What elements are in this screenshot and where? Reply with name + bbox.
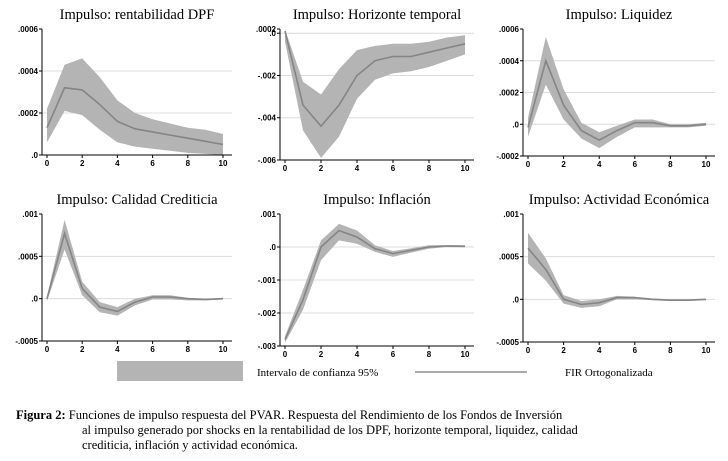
y-tick-label: -.0005 [15, 337, 38, 346]
x-tick-label: 10 [461, 164, 470, 173]
y-tick-label: .0 [512, 120, 519, 129]
x-tick-label: 10 [702, 346, 711, 355]
x-tick-label: 4 [597, 160, 602, 169]
y-tick-label: .001 [503, 210, 519, 219]
caption-text-1: Funciones de impulso respuesta del PVAR.… [68, 408, 563, 422]
x-tick-label: 8 [427, 350, 432, 359]
confidence-band [285, 29, 465, 158]
y-tick-label: .0 [269, 29, 276, 38]
x-tick-label: 2 [80, 345, 85, 354]
irf-line [527, 58, 707, 142]
confidence-band [528, 232, 706, 308]
y-tick-label: -.006 [258, 156, 277, 165]
x-tick-label: 8 [186, 345, 191, 354]
y-tick-label: .0 [269, 243, 276, 252]
irf-figure: Impulso: rentabilidad DPF.0.0002.0004.00… [15, 7, 715, 381]
x-tick-label: 2 [80, 159, 85, 168]
y-tick-label: .001 [22, 210, 38, 219]
panel-title: Impulso: Calidad Crediticia [56, 192, 218, 208]
x-tick-label: 0 [526, 160, 531, 169]
x-tick-label: 10 [219, 159, 228, 168]
y-tick-label: .0005 [499, 253, 520, 262]
x-tick-label: 0 [526, 346, 531, 355]
y-tick-label: -.002 [258, 309, 277, 318]
x-tick-label: 4 [597, 346, 602, 355]
x-tick-label: 10 [219, 345, 228, 354]
caption-line-2: al impulso generado por shocks en la ren… [82, 423, 578, 437]
irf-panel-1: Impulso: rentabilidad DPF .0 .0002 .0004 .00… [18, 7, 232, 168]
irf-line [284, 30, 466, 128]
legend-line-label: FIR Ortogonalizada [565, 367, 653, 379]
y-tick-label: .001 [260, 210, 276, 219]
x-tick-label: 0 [45, 345, 50, 354]
irf-panel-4: Impulso: Calidad Crediticia -.0005 .0 .0005… [15, 192, 232, 354]
confidence-band [528, 36, 706, 149]
x-tick-label: 8 [668, 346, 673, 355]
figure-caption: Figura 2: Funciones de impulso respuesta… [16, 408, 716, 453]
x-tick-label: 8 [186, 159, 191, 168]
x-tick-label: 4 [355, 164, 360, 173]
y-tick-label: .0006 [18, 25, 39, 34]
x-tick-label: 6 [633, 160, 638, 169]
x-tick-label: 8 [427, 164, 432, 173]
panel-title: Impulso: Horizonte temporal [293, 7, 461, 23]
y-tick-label: -.001 [258, 276, 277, 285]
x-tick-label: 8 [668, 160, 673, 169]
x-tick-label: 6 [150, 345, 155, 354]
y-tick-label: .0 [31, 151, 38, 160]
y-tick-label: .0004 [499, 57, 520, 66]
panel-title: Impulso: Actividad Económica [529, 192, 710, 208]
y-tick-label: .0002 [18, 109, 39, 118]
y-tick-label: .0 [31, 295, 38, 304]
irf-line [46, 230, 224, 313]
y-tick-label: -.003 [258, 342, 277, 351]
panel-title: Impulso: rentabilidad DPF [60, 7, 215, 23]
y-tick-label: -.004 [258, 114, 277, 123]
panel-title: Impulso: Inflación [323, 192, 431, 208]
x-tick-label: 4 [115, 159, 120, 168]
caption-line-3: crediticia, inflación y actividad económ… [82, 438, 298, 452]
x-tick-label: 0 [283, 164, 288, 173]
confidence-band [285, 223, 465, 343]
x-tick-label: 10 [702, 160, 711, 169]
irf-panel-6: Impulso: Actividad Económica -.0005 .0 .000… [496, 192, 715, 355]
confidence-band [47, 219, 223, 316]
irf-panel-3: Impulso: Liquidez -.0002 .0 .0002 .0004 .0006… [496, 7, 715, 169]
x-tick-label: 0 [45, 159, 50, 168]
legend-band-swatch [117, 361, 243, 381]
x-tick-label: 0 [283, 350, 288, 359]
y-tick-label: -.0005 [496, 338, 519, 347]
y-tick-label: .0006 [499, 25, 520, 34]
legend-band-label: Intervalo de confianza 95% [257, 367, 378, 379]
confidence-band [47, 58, 223, 155]
caption-label: Figura 2: [16, 408, 66, 422]
y-tick-label: .0002 [499, 89, 520, 98]
x-tick-label: 6 [391, 164, 396, 173]
x-tick-label: 6 [633, 346, 638, 355]
x-tick-label: 4 [115, 345, 120, 354]
x-tick-label: 10 [461, 350, 470, 359]
y-tick-label: .0004 [18, 67, 39, 76]
y-tick-label: -.002 [258, 71, 277, 80]
y-tick-label: .0 [512, 295, 519, 304]
y-tick-label: .0002 [256, 25, 277, 34]
x-tick-label: 2 [561, 160, 566, 169]
panel-title: Impulso: Liquidez [566, 7, 673, 23]
x-tick-label: 6 [391, 350, 396, 359]
irf-line [527, 247, 707, 306]
x-tick-label: 2 [319, 164, 324, 173]
x-tick-label: 2 [319, 350, 324, 359]
x-tick-label: 2 [561, 346, 566, 355]
irf-line [46, 86, 224, 146]
caption-line-1: Figura 2: Funciones de impulso respuesta… [16, 408, 716, 423]
irf-panel-2: Impulso: Horizonte temporal -.006 -.004 -.0… [256, 7, 474, 173]
x-tick-label: 4 [355, 350, 360, 359]
irf-line [284, 229, 466, 340]
y-tick-label: -.0002 [496, 152, 519, 161]
x-tick-label: 6 [150, 159, 155, 168]
y-tick-label: .0005 [18, 252, 39, 261]
legend: Intervalo de confianza 95% FIR Ortogonali… [117, 361, 653, 381]
irf-panel-5: Impulso: Inflación -.003 -.002 -.001 .0 .001 0… [258, 192, 474, 359]
